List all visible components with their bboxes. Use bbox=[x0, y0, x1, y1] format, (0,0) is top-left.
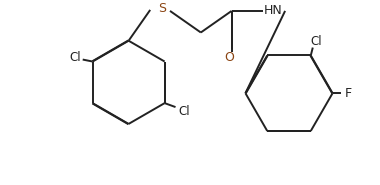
Text: S: S bbox=[158, 2, 166, 15]
Text: Cl: Cl bbox=[310, 35, 321, 48]
Text: HN: HN bbox=[264, 4, 283, 17]
Text: Cl: Cl bbox=[179, 105, 190, 117]
Text: Cl: Cl bbox=[69, 51, 81, 64]
Text: O: O bbox=[225, 51, 234, 64]
Text: F: F bbox=[345, 87, 352, 100]
